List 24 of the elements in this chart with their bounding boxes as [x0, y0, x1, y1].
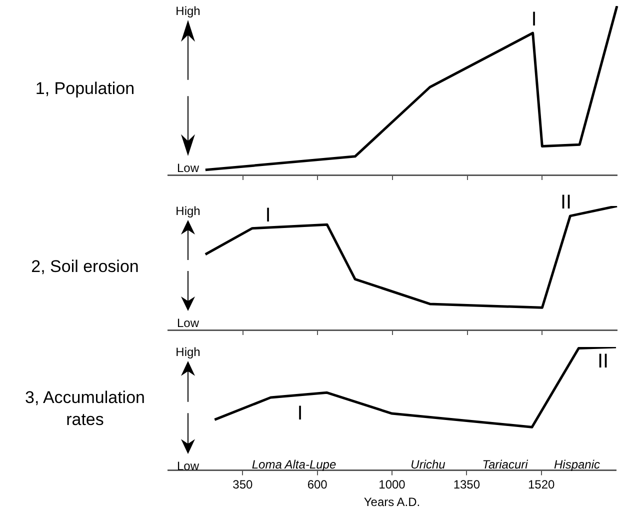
annotation: II: [560, 192, 572, 214]
annotation: High: [174, 345, 202, 359]
annotation: Low: [176, 316, 200, 330]
annotation: High: [174, 204, 202, 218]
annotation: Low: [176, 161, 200, 175]
annotation: Loma Alta-Lupe: [252, 457, 336, 472]
x-tick-label: 1350: [453, 478, 480, 492]
annotation: Low: [176, 459, 200, 473]
annotation: II: [597, 350, 609, 373]
y-axis-title: 3, Accumulation rates: [24, 386, 146, 430]
x-tick-label: 600: [307, 478, 328, 492]
annotation: I: [297, 402, 303, 425]
annotation: I: [265, 204, 271, 227]
annotation: Tariacuri: [482, 457, 528, 472]
x-axis-title: Years A.D.: [364, 495, 420, 510]
annotation: Urichu: [410, 457, 446, 472]
annotation: High: [174, 4, 202, 18]
annotation: Hispanic: [554, 457, 600, 472]
annotation: I: [531, 8, 537, 31]
y-axis-title: 2, Soil erosion: [30, 256, 140, 278]
x-tick-label: 350: [232, 478, 253, 492]
x-tick-label: 1520: [528, 478, 556, 492]
x-tick-label: 1000: [378, 478, 406, 492]
y-axis-title: 1, Population: [34, 78, 136, 100]
